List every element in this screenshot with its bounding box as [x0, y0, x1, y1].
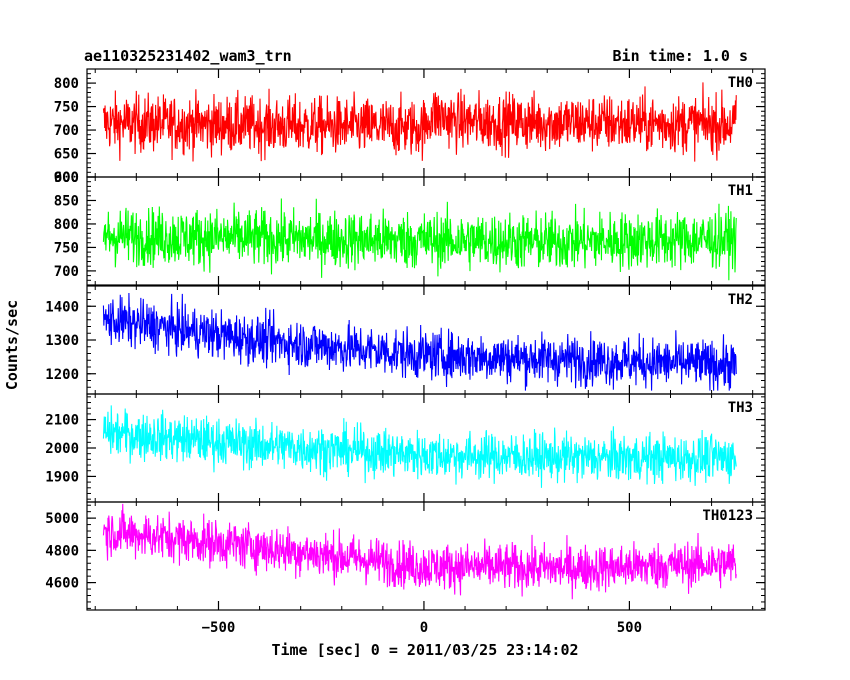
x-axis: −500 0 500	[202, 620, 642, 636]
y-tick-label: 1300	[45, 333, 79, 349]
panel-th0: 600 650 700 750 800 TH0	[54, 68, 766, 186]
series-line-th0	[102, 82, 737, 162]
y-tick-label: 1200	[45, 367, 79, 383]
panel-th1: 700 750 800 850 900 TH1	[54, 170, 766, 286]
x-tick-label: −500	[202, 620, 236, 636]
y-tick-label: 800	[54, 217, 79, 233]
panel-th3: 1900 2000 2100 TH3	[45, 393, 766, 503]
y-tick-label: 650	[54, 147, 79, 163]
y-tick-label: 800	[54, 76, 79, 92]
y-tick-label: 900	[54, 170, 79, 186]
x-tick-label: 500	[617, 620, 642, 636]
y-tick-label: 700	[54, 264, 79, 280]
panels-group: 600 650 700 750 800 TH0 700 750 800 850 900 TH1 1200…	[45, 68, 766, 611]
panel-label: TH3	[728, 400, 753, 416]
y-tick-label: 2100	[45, 413, 79, 429]
panel-th2: 1200 1300 1400 TH2	[45, 285, 766, 395]
y-tick-label: 4600	[45, 576, 79, 592]
panel-label: TH1	[728, 183, 753, 199]
series-line-th0123	[102, 503, 737, 600]
panel-label: TH2	[728, 292, 753, 308]
y-tick-label: 5000	[45, 511, 79, 527]
y-tick-label: 850	[54, 193, 79, 209]
x-tick-label: 0	[420, 620, 428, 636]
series-line-th2	[102, 293, 737, 391]
y-tick-label: 750	[54, 240, 79, 256]
y-tick-label: 2000	[45, 441, 79, 457]
panel-label: TH0	[728, 75, 753, 91]
panel-frame	[86, 501, 766, 611]
y-tick-label: 600	[54, 170, 79, 186]
y-tick-label: 4800	[45, 543, 79, 559]
y-axis-label: Counts/sec	[3, 300, 21, 390]
panel-label: TH0123	[702, 508, 753, 524]
panel-th0123: 4600 4800 5000 TH0123	[45, 501, 766, 611]
series-line-th1	[102, 198, 737, 281]
series-line-th3	[102, 405, 737, 488]
chart-title: ae110325231402_wam3_trn	[84, 47, 292, 65]
bin-time-label: Bin time: 1.0 s	[613, 47, 748, 65]
x-axis-label: Time [sec] 0 = 2011/03/25 23:14:02	[271, 641, 578, 659]
y-tick-label: 700	[54, 123, 79, 139]
y-tick-label: 1900	[45, 469, 79, 485]
y-tick-label: 1400	[45, 299, 79, 315]
y-tick-label: 750	[54, 100, 79, 116]
panel-frame	[86, 176, 766, 286]
